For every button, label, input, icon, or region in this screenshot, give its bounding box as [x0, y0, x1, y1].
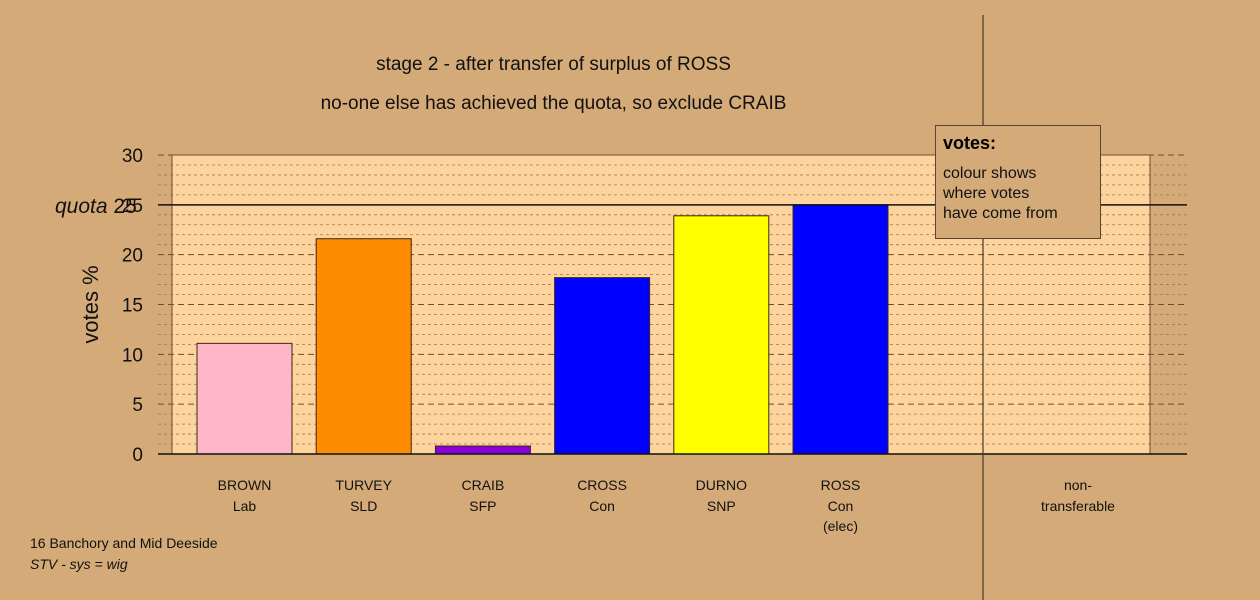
- y-tick-label: 20: [122, 246, 143, 267]
- x-label-nontransferable-1: non-: [1064, 477, 1092, 493]
- x-label-party: SFP: [469, 498, 496, 514]
- y-tick-label: 15: [122, 296, 143, 317]
- constituency-label: 16 Banchory and Mid Deeside: [30, 535, 218, 551]
- x-label-name: BROWN: [218, 477, 272, 493]
- x-label-party: Lab: [233, 498, 257, 514]
- x-label-party: Con: [589, 498, 615, 514]
- bar-turvey: [315, 238, 412, 455]
- bar-cross: [554, 277, 651, 455]
- legend-title: votes:: [943, 133, 997, 153]
- x-label-name: TURVEY: [335, 477, 392, 493]
- x-label-name: CRAIB: [462, 477, 505, 493]
- chart-title: stage 2 - after transfer of surplus of R…: [376, 54, 731, 75]
- y-tick-label: 5: [132, 395, 143, 416]
- x-label-name: ROSS: [821, 477, 861, 493]
- y-tick-label: 10: [122, 345, 143, 366]
- y-tick-label: 25: [122, 196, 143, 217]
- x-label-party: Con: [828, 498, 854, 514]
- bar-craib: [434, 445, 531, 455]
- y-axis-label: votes %: [78, 265, 103, 343]
- x-label-name: CROSS: [577, 477, 627, 493]
- legend-text: colour shows where votes have come from: [943, 165, 1058, 222]
- bar-durno: [673, 215, 770, 455]
- y-tick-label: 30: [122, 146, 143, 167]
- legend-box: votes: colour shows where votes have com…: [935, 125, 1101, 239]
- x-label-note: (elec): [823, 518, 858, 534]
- chart-subtitle: no-one else has achieved the quota, so e…: [320, 93, 787, 114]
- quota-label: quota 25: [55, 195, 137, 218]
- bar-brown: [196, 342, 293, 455]
- y-tick-label: 0: [132, 445, 143, 466]
- x-label-name: DURNO: [696, 477, 747, 493]
- x-label-party: SLD: [350, 498, 377, 514]
- x-label-nontransferable-2: transferable: [1041, 498, 1115, 514]
- bar-ross: [792, 204, 889, 455]
- x-label-party: SNP: [707, 498, 736, 514]
- system-label: STV - sys = wig: [30, 556, 128, 572]
